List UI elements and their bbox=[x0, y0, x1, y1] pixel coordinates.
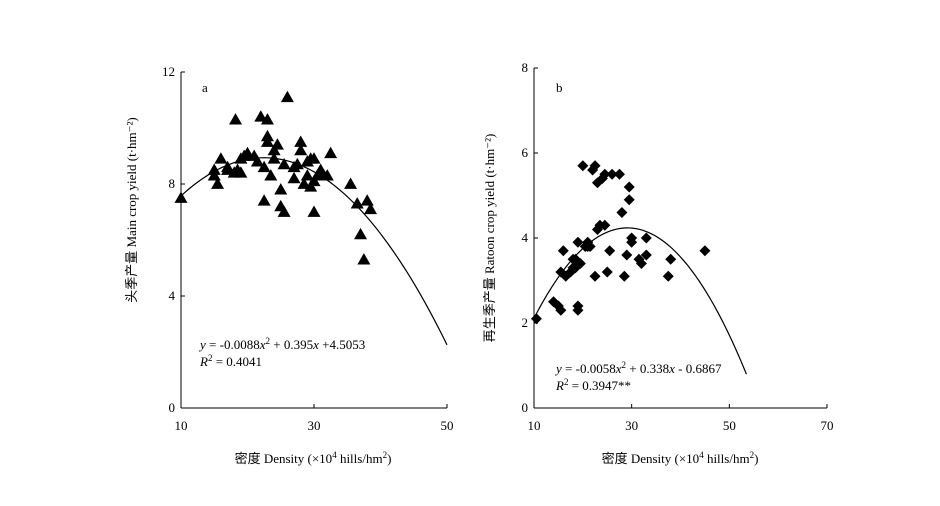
panel-a-data-point bbox=[234, 166, 248, 178]
panel-a-data-point bbox=[207, 163, 221, 175]
panel-b-data-point bbox=[584, 241, 596, 252]
panel-b-data-point bbox=[699, 245, 711, 257]
panel-a-data-point bbox=[274, 183, 288, 195]
panel-b-fit-curve bbox=[533, 227, 747, 375]
panel-b-data-point bbox=[530, 313, 542, 325]
panel-b-data-point bbox=[623, 181, 635, 193]
panel-a-y-axis-title: 头季产量 Main crop yield (t·hm⁻²) bbox=[124, 117, 139, 303]
panel-b-data-point bbox=[606, 168, 618, 180]
panel-b-regression-equation: y = -0.0058x2 + 0.338x - 0.6867 bbox=[554, 360, 722, 376]
panel-a-data-point bbox=[277, 157, 291, 170]
panel-a-y-tick-label: 12 bbox=[162, 64, 175, 79]
panel-a-data-point bbox=[254, 110, 268, 122]
panel-a-data-point bbox=[257, 160, 271, 173]
panel-b-y-axis-title: 再生季产量 Ratoon crop yield (t·hm⁻²) bbox=[482, 134, 497, 343]
panel-b-data-point bbox=[577, 160, 589, 172]
panel-a-x-tick-label: 30 bbox=[308, 418, 321, 433]
panel-a-data-point bbox=[320, 169, 334, 181]
panel-b-x-tick-label: 70 bbox=[821, 418, 834, 433]
panel-b-y-tick-label: 0 bbox=[522, 400, 529, 415]
panel-a-r-squared: R2 = 0.4041 bbox=[199, 353, 262, 369]
panel-b-x-axis-title: 密度 Density (×104 hills/hm2) bbox=[602, 450, 759, 466]
panel-a-data-point bbox=[364, 202, 378, 215]
panel-b-data-point bbox=[604, 245, 616, 257]
panel-a-data-point bbox=[287, 171, 301, 184]
panel-a-data-point bbox=[290, 157, 304, 170]
panel-b-data-point bbox=[599, 219, 611, 231]
panel-a-label: a bbox=[202, 80, 208, 95]
panel-b-data-point bbox=[626, 236, 638, 248]
panel-b-data-point bbox=[557, 245, 569, 257]
panel-b-data-point bbox=[635, 258, 647, 269]
panel-a-data-point bbox=[300, 169, 314, 181]
panel-a-data-point bbox=[257, 194, 271, 206]
panel-a-x-axis-title: 密度 Density (×104 hills/hm2) bbox=[235, 450, 392, 466]
panel-a-data-point bbox=[357, 253, 371, 265]
panel-a-x-tick-label: 10 bbox=[175, 418, 188, 433]
panel-a-data-point bbox=[267, 152, 281, 164]
panel-b-data-point bbox=[589, 270, 601, 282]
panel-b-data-point bbox=[572, 300, 584, 312]
panel-b-data-point bbox=[623, 194, 635, 206]
panel-a-data-point bbox=[264, 169, 278, 181]
panel-b-data-point bbox=[616, 207, 628, 218]
panel-a-data-point bbox=[354, 227, 368, 240]
panel-b-x-tick-label: 10 bbox=[528, 418, 541, 433]
panel-a-y-tick-label: 4 bbox=[169, 288, 176, 303]
panel-a-y-tick-label: 8 bbox=[169, 176, 176, 191]
panel-b-y-tick-label: 2 bbox=[522, 315, 529, 330]
panel-b-data-point bbox=[574, 258, 586, 269]
panel-b-label: b bbox=[556, 80, 563, 95]
panel-a-data-point bbox=[174, 191, 188, 203]
panel-a-data-point bbox=[211, 177, 225, 189]
panel-a-data-point bbox=[229, 113, 243, 125]
panel-b-y-tick-label: 8 bbox=[522, 60, 529, 75]
panel-b-data-point bbox=[613, 168, 625, 180]
panel-a-data-point bbox=[324, 146, 338, 159]
panel-a-data-point bbox=[344, 177, 358, 189]
panel-a-data-point bbox=[360, 194, 374, 206]
panel-b-data-point bbox=[618, 270, 630, 282]
panel-b-data-point bbox=[640, 232, 652, 244]
panel-a-data-point bbox=[277, 205, 291, 217]
panel-b-data-point bbox=[601, 266, 613, 278]
panel-a-data-point bbox=[294, 135, 308, 147]
panel-b-x-tick-label: 30 bbox=[625, 418, 638, 433]
panel-b-data-point bbox=[589, 160, 601, 172]
panel-b-data-point bbox=[665, 253, 677, 265]
panel-a-data-point bbox=[297, 177, 311, 189]
panel-a-data-point bbox=[294, 143, 308, 156]
panel-b-r-squared: R2 = 0.3947** bbox=[555, 377, 631, 393]
panel-a-regression-equation: y = -0.0088x2 + 0.395x +4.5053 bbox=[198, 336, 365, 352]
panel-a-data-point bbox=[214, 152, 228, 164]
panel-a-data-point bbox=[250, 155, 264, 167]
panel-a-data-point bbox=[260, 113, 274, 125]
panel-a-data-point bbox=[270, 138, 284, 150]
panel-a-data-point bbox=[307, 152, 321, 164]
panel-b-data-point bbox=[621, 249, 633, 261]
panel-b-y-tick-label: 6 bbox=[522, 145, 529, 160]
panel-a-data-point bbox=[350, 197, 364, 209]
panel-b-data-point bbox=[640, 249, 652, 261]
panel-b-data-point bbox=[599, 168, 611, 180]
panel-b-data-point bbox=[555, 304, 567, 316]
panel-b-y-tick-label: 4 bbox=[522, 230, 529, 245]
panel-a-x-tick-label: 50 bbox=[441, 418, 454, 433]
panel-b-x-tick-label: 50 bbox=[723, 418, 736, 433]
panel-b-data-point bbox=[662, 270, 674, 282]
panel-a-y-tick-label: 0 bbox=[169, 400, 176, 415]
panel-a-data-point bbox=[307, 205, 321, 217]
panel-a-data-point bbox=[260, 135, 274, 147]
panel-a-data-point bbox=[241, 146, 254, 159]
panel-a-data-point bbox=[280, 90, 294, 103]
panel-a-data-point bbox=[221, 160, 235, 173]
panel-b-data-point bbox=[572, 236, 584, 248]
